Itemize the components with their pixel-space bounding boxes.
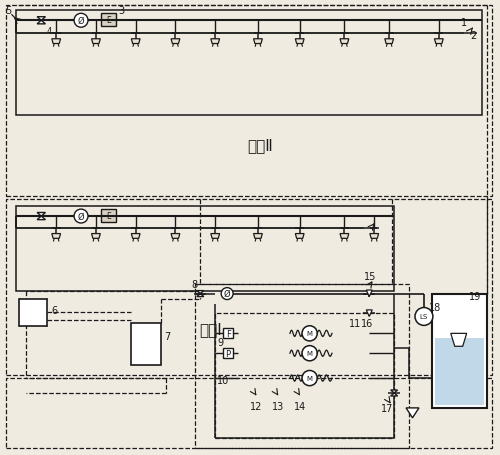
Polygon shape	[366, 290, 372, 297]
Polygon shape	[132, 40, 140, 45]
Text: E: E	[106, 16, 110, 25]
Text: 15: 15	[364, 271, 376, 281]
Circle shape	[74, 210, 88, 223]
Polygon shape	[385, 40, 394, 45]
Polygon shape	[197, 291, 204, 297]
Polygon shape	[434, 40, 443, 45]
Text: 2: 2	[470, 31, 477, 41]
Polygon shape	[211, 234, 220, 239]
Text: 11: 11	[350, 318, 362, 329]
Text: Ø: Ø	[78, 17, 84, 26]
Bar	[196, 284, 409, 448]
Polygon shape	[171, 40, 180, 45]
Text: 16: 16	[362, 318, 374, 329]
Text: 7: 7	[164, 332, 171, 342]
Bar	[435, 339, 484, 405]
Polygon shape	[390, 390, 398, 396]
Circle shape	[74, 14, 88, 28]
Text: M: M	[306, 375, 312, 381]
Text: 8: 8	[192, 279, 198, 289]
Polygon shape	[92, 234, 100, 239]
Text: 10: 10	[217, 375, 230, 385]
Bar	[16, 207, 394, 291]
Text: LS: LS	[420, 314, 428, 320]
Polygon shape	[211, 40, 220, 45]
Bar	[6, 6, 492, 197]
Circle shape	[221, 288, 233, 300]
Text: Ø: Ø	[224, 289, 230, 298]
Polygon shape	[52, 234, 60, 239]
Polygon shape	[296, 234, 304, 239]
Polygon shape	[451, 334, 466, 347]
Polygon shape	[370, 234, 378, 239]
Text: 1: 1	[460, 18, 467, 28]
Text: F: F	[226, 329, 230, 338]
Text: 6: 6	[51, 306, 58, 316]
Text: P: P	[226, 349, 230, 358]
Bar	[130, 324, 160, 365]
Polygon shape	[171, 234, 180, 239]
Polygon shape	[340, 40, 349, 45]
Bar	[223, 349, 233, 359]
Text: E: E	[106, 212, 110, 221]
Polygon shape	[92, 40, 100, 45]
Bar	[101, 14, 116, 27]
Text: 9: 9	[217, 338, 224, 348]
Text: 12: 12	[250, 401, 262, 411]
Polygon shape	[366, 310, 372, 317]
Text: 19: 19	[468, 291, 481, 301]
Polygon shape	[37, 213, 46, 220]
Bar	[101, 210, 116, 222]
Polygon shape	[37, 18, 46, 25]
Text: Ø: Ø	[78, 212, 84, 221]
Text: M: M	[306, 350, 312, 356]
Circle shape	[302, 326, 317, 341]
Text: 14: 14	[294, 401, 306, 411]
Polygon shape	[340, 234, 349, 239]
Bar	[6, 378, 492, 448]
Polygon shape	[254, 40, 262, 45]
Text: 13: 13	[272, 401, 284, 411]
Text: 3: 3	[119, 6, 125, 16]
Bar	[6, 200, 492, 375]
Text: 4: 4	[46, 27, 52, 35]
Polygon shape	[296, 40, 304, 45]
Bar	[20, 299, 47, 327]
Text: M: M	[306, 331, 312, 337]
Polygon shape	[132, 234, 140, 239]
Circle shape	[415, 308, 433, 326]
Circle shape	[302, 371, 317, 386]
Text: 18: 18	[429, 302, 441, 312]
Polygon shape	[406, 408, 419, 418]
Text: 17: 17	[381, 403, 394, 413]
Polygon shape	[52, 40, 60, 45]
Bar	[16, 11, 481, 116]
Bar	[432, 294, 486, 408]
Bar	[215, 314, 394, 438]
Polygon shape	[254, 234, 262, 239]
Circle shape	[302, 346, 317, 361]
Bar	[223, 329, 233, 339]
Text: 楼层Ⅰ: 楼层Ⅰ	[199, 321, 222, 336]
Text: 5: 5	[6, 6, 12, 16]
Text: 楼层Ⅱ: 楼层Ⅱ	[247, 138, 273, 153]
